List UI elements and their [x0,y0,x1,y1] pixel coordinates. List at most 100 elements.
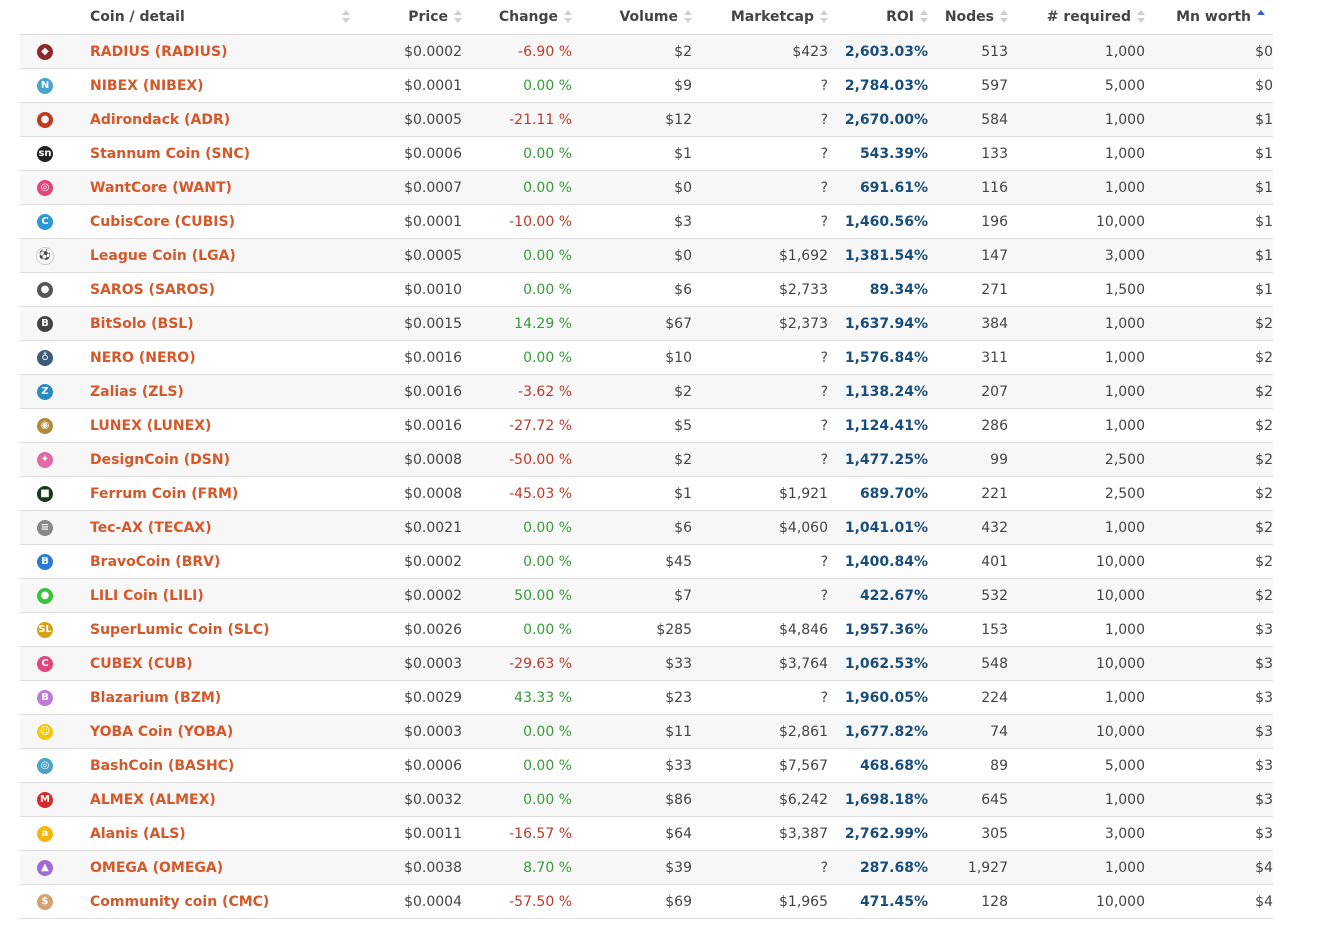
mn-worth-cell: $1 [1255,179,1273,196]
coin-link[interactable]: BravoCoin (BRV) [90,553,221,570]
coin-link[interactable]: Alanis (ALS) [90,825,186,842]
coin-icon-cell: ● [20,273,70,307]
col-price[interactable]: Price [350,0,470,35]
col-change[interactable]: Change [470,0,580,35]
change-cell: -21.11 % [509,111,572,128]
required-cell: 1,000 [1104,791,1145,808]
table-row[interactable]: ◎ BashCoin (BASHC) $0.0006 0.00 % $33 $7,567 4… [20,748,1273,783]
change-cell: 0.00 % [523,553,572,570]
roi-cell: 471.45% [859,893,928,910]
col-coin-detail[interactable]: Coin / detail [20,0,350,35]
price-cell: $0.0002 [404,43,462,60]
marketcap-cell: ? [820,451,828,468]
coin-link[interactable]: NERO (NERO) [90,349,196,366]
table-row[interactable]: ◉ LUNEX (LUNEX) $0.0016 -27.72 % $5? 1,124.41… [20,408,1273,443]
table-row[interactable]: M ALMEX (ALMEX) $0.0032 0.00 % $86 $6,242 1,69… [20,782,1273,817]
volume-cell: $86 [665,791,692,808]
required-cell: 10,000 [1096,213,1145,230]
marketcap-cell: ? [820,179,828,196]
price-cell: $0.0003 [404,655,462,672]
table-row[interactable]: $ Community coin (CMC) $0.0004 -57.50 % $69 $… [20,884,1273,919]
col-roi[interactable]: ROI [836,0,936,35]
table-row[interactable]: ● Adirondack (ADR) $0.0005 -21.11 % $12? 2,67… [20,102,1273,137]
table-row[interactable]: ◆ RADIUS (RADIUS) $0.0002 -6.90 % $2 $423 2,60… [20,34,1273,69]
table-row[interactable]: a Alanis (ALS) $0.0011 -16.57 % $64 $3,387 2,7… [20,816,1273,851]
table-row[interactable]: ⚽ League Coin (LGA) $0.0005 0.00 % $0 $1,692 1… [20,238,1273,273]
marketcap-cell: $423 [792,43,828,60]
table-row[interactable]: ◎ WantCore (WANT) $0.0007 0.00 % $0? 691.61% 1… [20,170,1273,205]
coin-link[interactable]: Zalias (ZLS) [90,383,184,400]
table-row[interactable]: N NIBEX (NIBEX) $0.0001 0.00 % $9? 2,784.03% 5… [20,68,1273,103]
almex-icon: M [37,791,53,808]
coin-link[interactable]: RADIUS (RADIUS) [90,43,228,60]
table-row[interactable]: ● SAROS (SAROS) $0.0010 0.00 % $6 $2,733 89.34… [20,272,1273,307]
price-cell: $0.0001 [404,77,462,94]
table-row[interactable]: ■ Ferrum Coin (FRM) $0.0008 -45.03 % $1 $1,92… [20,476,1273,511]
required-cell: 5,000 [1104,77,1145,94]
col-volume[interactable]: Volume [580,0,700,35]
nodes-cell: 432 [981,519,1008,536]
coin-link[interactable]: LUNEX (LUNEX) [90,417,212,434]
coin-icon-cell: $ [20,885,70,919]
table-row[interactable]: ☺ YOBA Coin (YOBA) $0.0003 0.00 % $11 $2,861 1… [20,714,1273,749]
coin-link[interactable]: WantCore (WANT) [90,179,232,196]
coin-link[interactable]: YOBA Coin (YOBA) [90,723,234,740]
table-row[interactable]: B BitSolo (BSL) $0.0015 14.29 % $67 $2,373 1,6… [20,306,1273,341]
coin-link[interactable]: NIBEX (NIBEX) [90,77,204,94]
change-cell: -10.00 % [509,213,572,230]
coin-link[interactable]: Adirondack (ADR) [90,111,231,128]
change-cell: 0.00 % [523,519,572,536]
col-nodes[interactable]: Nodes [936,0,1016,35]
coin-link[interactable]: LILI Coin (LILI) [90,587,204,604]
nodes-cell: 645 [981,791,1008,808]
col-marketcap[interactable]: Marketcap [700,0,836,35]
coin-link[interactable]: Ferrum Coin (FRM) [90,485,239,502]
coin-name-cell: League Coin (LGA) [70,239,350,273]
table-row[interactable]: B Blazarium (BZM) $0.0029 43.33 % $23? 1,960.… [20,680,1273,715]
lunex-icon: ◉ [37,417,53,434]
coin-link[interactable]: Stannum Coin (SNC) [90,145,250,162]
volume-cell: $285 [656,621,692,638]
coin-link[interactable]: Tec-AX (TECAX) [90,519,212,536]
coin-link[interactable]: DesignCoin (DSN) [90,451,230,468]
roi-cell: 2,784.03% [844,77,928,94]
coin-link[interactable]: OMEGA (OMEGA) [90,859,224,876]
volume-cell: $5 [674,417,692,434]
coin-link[interactable]: SAROS (SAROS) [90,281,216,298]
coin-link[interactable]: BashCoin (BASHC) [90,757,235,774]
table-row[interactable]: ✦ DesignCoin (DSN) $0.0008 -50.00 % $2? 1,477… [20,442,1273,477]
change-cell: -6.90 % [518,43,572,60]
coin-link[interactable]: CUBEX (CUB) [90,655,193,672]
coin-link[interactable]: League Coin (LGA) [90,247,236,264]
coin-link[interactable]: CubisCore (CUBIS) [90,213,235,230]
mn-worth-cell: $2 [1255,349,1273,366]
table-row[interactable]: sn Stannum Coin (SNC) $0.0006 0.00 % $1? 543.… [20,136,1273,171]
table-row[interactable]: B BravoCoin (BRV) $0.0002 0.00 % $45? 1,400.8… [20,544,1273,579]
table-row[interactable]: ▲ OMEGA (OMEGA) $0.0038 8.70 % $39? 287.68% 1,… [20,850,1273,885]
sort-icon [1137,10,1145,24]
marketcap-cell: $4,060 [779,519,828,536]
coin-link[interactable]: BitSolo (BSL) [90,315,194,332]
coin-link[interactable]: ALMEX (ALMEX) [90,791,216,808]
table-row[interactable]: ≡ Tec-AX (TECAX) $0.0021 0.00 % $6 $4,060 1,04… [20,510,1273,545]
table-row[interactable]: ♁ NERO (NERO) $0.0016 0.00 % $10? 1,576.84% 31… [20,340,1273,375]
masternode-table-container: Coin / detail Price Change Volume Market… [20,0,1273,919]
roi-cell: 1,677.82% [844,723,928,740]
table-row[interactable]: ● LILI Coin (LILI) $0.0002 50.00 % $7? 422.67… [20,578,1273,613]
table-row[interactable]: C CUBEX (CUB) $0.0003 -29.63 % $33 $3,764 1,06… [20,646,1273,681]
col-required[interactable]: # required [1016,0,1153,35]
community-coin-icon: $ [37,893,53,910]
table-row[interactable]: C CubisCore (CUBIS) $0.0001 -10.00 % $3? 1,46… [20,204,1273,239]
roi-cell: 1,460.56% [844,213,928,230]
table-row[interactable]: SL SuperLumic Coin (SLC) $0.0026 0.00 % $285… [20,612,1273,647]
coin-name-cell: Ferrum Coin (FRM) [70,477,350,511]
col-mn-worth[interactable]: Mn worth [1153,0,1273,35]
coin-link[interactable]: Community coin (CMC) [90,893,270,910]
coin-link[interactable]: Blazarium (BZM) [90,689,222,706]
change-cell: 0.00 % [523,77,572,94]
coin-link[interactable]: SuperLumic Coin (SLC) [90,621,270,638]
table-row[interactable]: Z Zalias (ZLS) $0.0016 -3.62 % $2? 1,138.24% 2… [20,374,1273,409]
tec-ax-icon: ≡ [37,519,53,536]
mn-worth-cell: $2 [1255,315,1273,332]
volume-cell: $67 [665,315,692,332]
